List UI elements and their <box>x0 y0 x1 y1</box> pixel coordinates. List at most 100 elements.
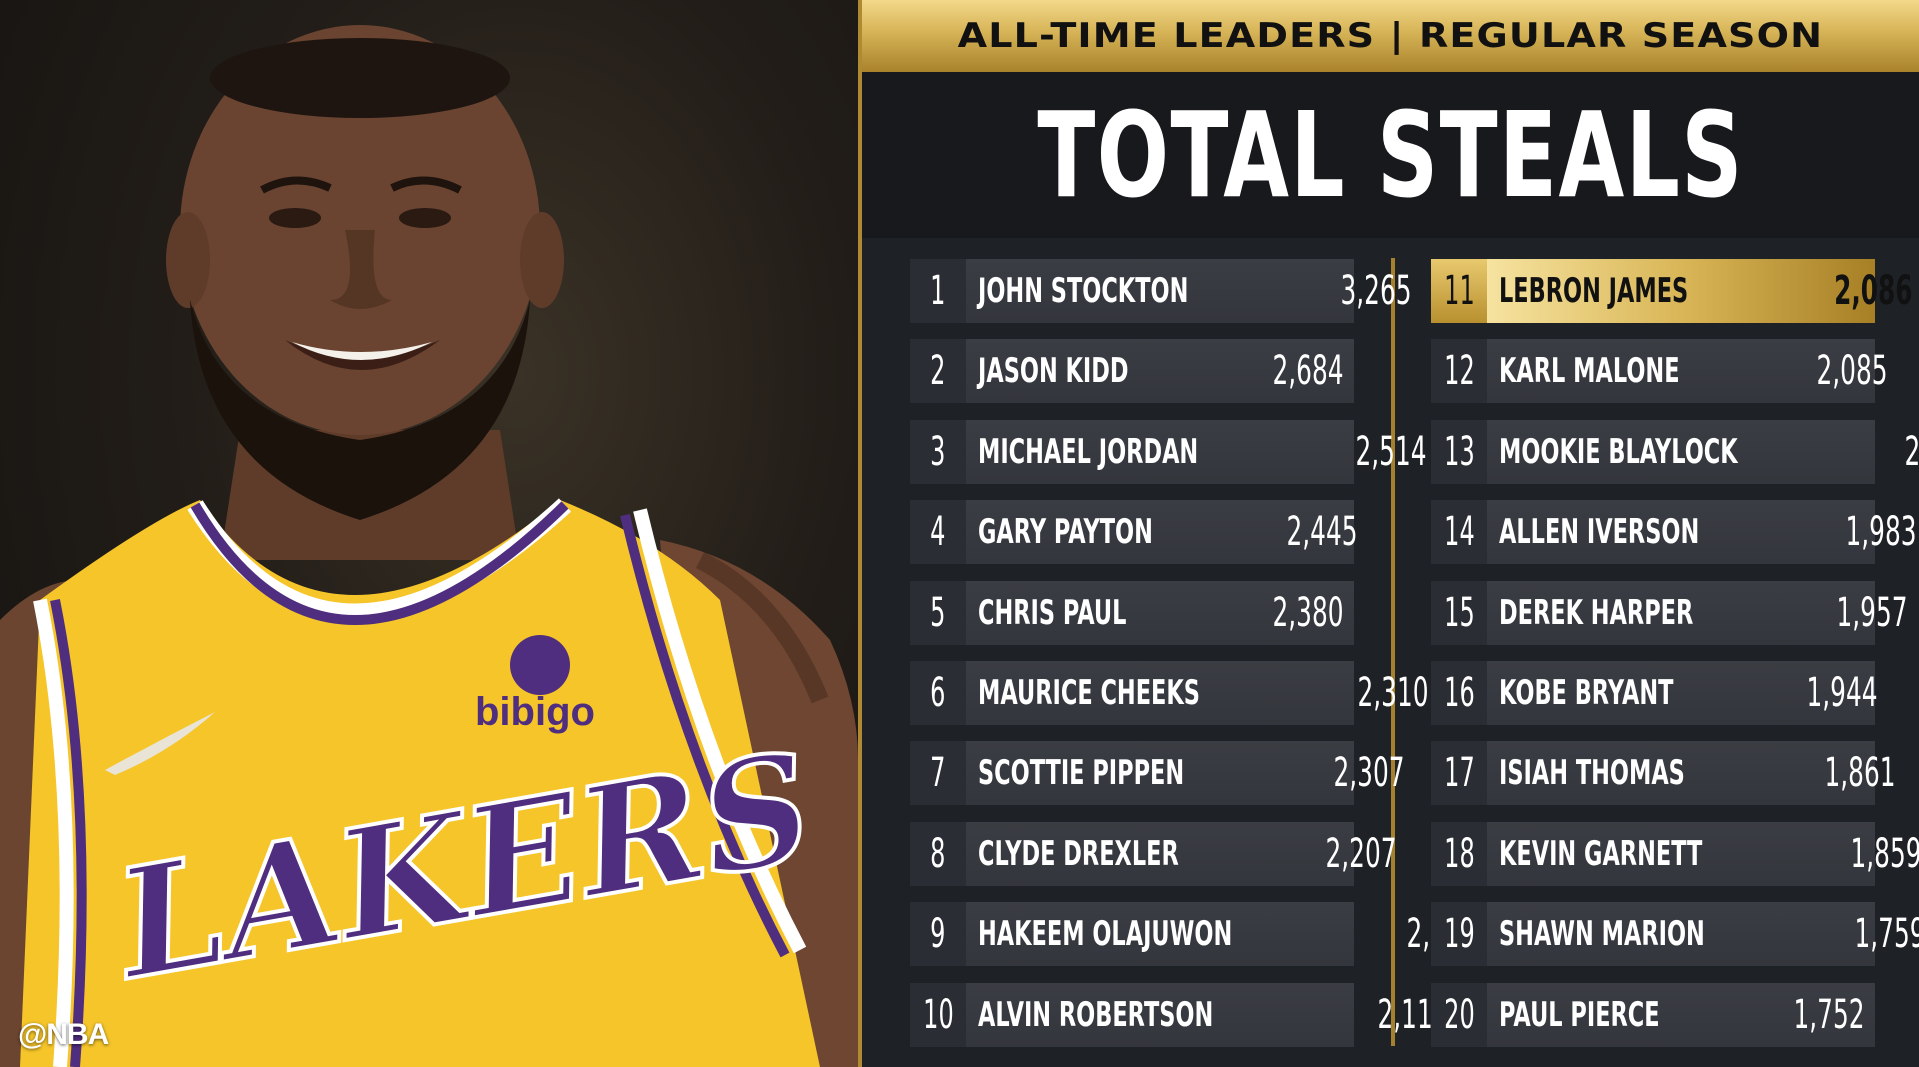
leader-bar: SHAWN MARION 1,759 <box>1487 902 1919 967</box>
player-photo: LAKERS bibigo @NBA <box>0 0 858 1067</box>
leader-bar: GARY PAYTON 2,445 <box>966 500 1358 565</box>
leaderboard-panel: ALL-TIME LEADERS | REGULAR SEASON TOTAL … <box>858 0 1919 1067</box>
leader-name: SCOTTIE PIPPEN <box>978 753 1185 794</box>
leader-rank: 3 <box>910 419 966 484</box>
leader-steals: 1,983 <box>1845 509 1917 556</box>
leader-steals: 2,445 <box>1286 509 1358 556</box>
leader-row: 11 LEBRON JAMES 2,086 <box>1431 259 1912 323</box>
leader-rank: 8 <box>910 821 966 886</box>
leader-rank: 7 <box>910 741 966 806</box>
leader-row: 15 DEREK HARPER 1,957 <box>1431 580 1908 645</box>
leader-name: SHAWN MARION <box>1499 914 1705 955</box>
leader-row: 6 MAURICE CHEEKS 2,310 <box>910 661 1429 725</box>
leader-row: 4 GARY PAYTON 2,445 <box>910 500 1358 565</box>
leader-steals: 2,310 <box>1357 670 1429 716</box>
leader-bar: HAKEEM OLAJUWON2,162 <box>966 902 1478 967</box>
leader-row: 1 JOHN STOCKTON 3,265 <box>910 259 1411 323</box>
leader-steals: 2,307 <box>1333 750 1405 797</box>
leader-rank: 10 <box>910 982 966 1047</box>
leader-rank: 17 <box>1431 741 1487 806</box>
leader-rank: 1 <box>910 259 966 323</box>
leader-rank: 11 <box>1431 259 1487 323</box>
leader-row: 5 CHRIS PAUL 2,380 <box>910 580 1354 645</box>
column-divider <box>1391 258 1395 1046</box>
leader-row: 2 JASON KIDD 2,684 <box>910 339 1354 404</box>
leader-row: 14 ALLEN IVERSON 1,983 <box>1431 500 1917 565</box>
leader-steals: 2,086 <box>1833 268 1913 314</box>
nba-watermark: @NBA <box>18 1018 109 1051</box>
leader-rank: 20 <box>1431 982 1487 1047</box>
leader-bar: KOBE BRYANT 1,944 <box>1487 661 1878 725</box>
leader-bar: ALLEN IVERSON 1,983 <box>1487 500 1917 565</box>
leader-bar: DEREK HARPER 1,957 <box>1487 580 1908 645</box>
leader-name: LEBRON JAMES <box>1499 271 1689 311</box>
player-illustration: LAKERS bibigo <box>0 25 858 1067</box>
leader-row: 16 KOBE BRYANT 1,944 <box>1431 661 1878 725</box>
leader-bar: MOOKIE BLAYLOCK 2,075 <box>1487 419 1919 484</box>
leader-rank: 6 <box>910 661 966 725</box>
leader-steals: 1,861 <box>1824 750 1896 797</box>
leader-bar: JASON KIDD 2,684 <box>966 339 1354 404</box>
leader-name: DEREK HARPER <box>1499 592 1694 633</box>
leader-bar: PAUL PIERCE 1,752 <box>1487 982 1875 1047</box>
leader-steals: 1,759 <box>1854 911 1919 958</box>
leader-steals: 1,944 <box>1806 670 1878 716</box>
leader-row: 7 SCOTTIE PIPPEN 2,307 <box>910 741 1405 806</box>
leader-row: 13 MOOKIE BLAYLOCK 2,075 <box>1431 419 1919 484</box>
leader-steals: 2,380 <box>1273 589 1344 636</box>
leader-bar: KEVIN GARNETT 1,859 <box>1487 821 1919 886</box>
leader-steals: 1,859 <box>1850 830 1919 877</box>
leader-rank: 9 <box>910 902 966 967</box>
leader-rank: 19 <box>1431 902 1487 967</box>
leader-row: 17 ISIAH THOMAS 1,861 <box>1431 741 1895 806</box>
leader-bar: CHRIS PAUL 2,380 <box>966 580 1354 645</box>
title-area: TOTAL STEALS <box>862 72 1919 238</box>
leader-bar: SCOTTIE PIPPEN 2,307 <box>966 741 1405 806</box>
leader-steals: 2,075 <box>1904 428 1919 475</box>
leader-rank: 16 <box>1431 661 1487 725</box>
leader-name: JASON KIDD <box>978 351 1129 392</box>
leader-steals: 2,085 <box>1816 348 1888 395</box>
leader-row: 8 CLYDE DREXLER 2,207 <box>910 821 1397 886</box>
leader-name: CLYDE DREXLER <box>978 833 1179 874</box>
leader-steals: 2,514 <box>1355 428 1427 475</box>
leader-rank: 4 <box>910 500 966 565</box>
leader-bar: KARL MALONE 2,085 <box>1487 339 1887 404</box>
leader-name: PAUL PIERCE <box>1499 994 1660 1035</box>
leader-row: 18 KEVIN GARNETT 1,859 <box>1431 821 1919 886</box>
leader-bar: MAURICE CHEEKS 2,310 <box>966 661 1429 725</box>
leader-steals: 3,265 <box>1340 268 1412 314</box>
leader-name: MAURICE CHEEKS <box>978 673 1200 713</box>
leader-row: 20 PAUL PIERCE 1,752 <box>1431 982 1875 1047</box>
leader-row: 12 KARL MALONE 2,085 <box>1431 339 1887 404</box>
leader-rank: 12 <box>1431 339 1487 404</box>
leader-bar: JOHN STOCKTON 3,265 <box>966 259 1411 323</box>
leader-rank: 13 <box>1431 419 1487 484</box>
leader-name: JOHN STOCKTON <box>978 271 1189 311</box>
sponsor-text: bibigo <box>475 690 595 734</box>
leader-steals: 1,752 <box>1794 991 1865 1038</box>
leader-bar: CLYDE DREXLER 2,207 <box>966 821 1397 886</box>
leader-bar: LEBRON JAMES 2,086 <box>1487 259 1912 323</box>
leader-name: MICHAEL JORDAN <box>978 431 1199 472</box>
leader-name: ISIAH THOMAS <box>1499 753 1685 794</box>
leader-rank: 18 <box>1431 821 1487 886</box>
leader-name: KOBE BRYANT <box>1499 673 1674 713</box>
leader-steals: 2,684 <box>1273 348 1344 395</box>
leader-rank: 2 <box>910 339 966 404</box>
leader-row: 10 ALVIN ROBERTSON 2,112 <box>910 982 1449 1047</box>
leader-name: ALVIN ROBERTSON <box>978 994 1214 1035</box>
leader-steals: 1,957 <box>1836 589 1908 636</box>
leader-steals: 2,207 <box>1325 830 1397 877</box>
leader-rank: 14 <box>1431 500 1487 565</box>
leader-name: KEVIN GARNETT <box>1499 833 1703 874</box>
leader-row: 3 MICHAEL JORDAN 2,514 <box>910 419 1426 484</box>
leader-name: CHRIS PAUL <box>978 592 1127 633</box>
leaders-list: 1 JOHN STOCKTON 3,265 2 JASON KIDD 2,684 3 MICH… <box>862 238 1919 1067</box>
banner-text: ALL-TIME LEADERS | REGULAR SEASON <box>957 16 1824 56</box>
leader-name: GARY PAYTON <box>978 512 1153 553</box>
leader-rank: 15 <box>1431 580 1487 645</box>
leader-bar: ISIAH THOMAS 1,861 <box>1487 741 1895 806</box>
leader-row: 19 SHAWN MARION 1,759 <box>1431 902 1919 967</box>
